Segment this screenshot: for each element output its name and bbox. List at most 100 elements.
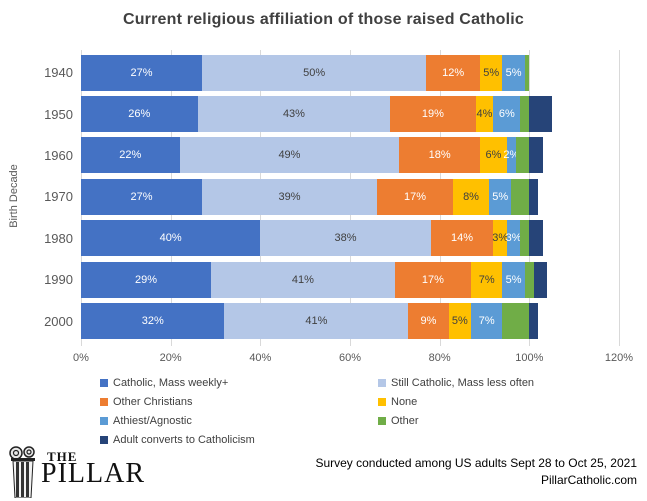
survey-note-line1: Survey conducted among US adults Sept 28…: [315, 456, 637, 470]
bar-segment: [511, 178, 530, 215]
bar-segment: 27%: [81, 54, 203, 91]
segment-label: 40%: [159, 232, 182, 245]
bar-segment: 41%: [211, 261, 395, 298]
bar-row-1980: 1980 40% 38% 14% 3% 3%: [0, 218, 619, 259]
legend-label: Athiest/Agnostic: [113, 414, 192, 427]
bar-segment: [529, 96, 552, 133]
bar-segment: 5%: [502, 261, 525, 298]
bar-row-1950: 1950 26% 43% 19% 4% 6%: [0, 93, 619, 134]
plot-area: 1940 27% 50% 12% 5% 5% 1950 26% 43% 19% 4% 6% 1960 22…: [0, 52, 619, 342]
segment-label: 43%: [282, 108, 305, 121]
legend-item: Catholic, Mass weekly+: [100, 377, 378, 389]
pillar-logo: THE PILLAR: [8, 446, 144, 501]
legend: Catholic, Mass weekly+ Still Catholic, Ma…: [100, 373, 534, 449]
x-axis-tick-label: 100%: [515, 352, 544, 364]
bar-row-1960: 1960 22% 49% 18% 6% 2%: [0, 135, 619, 176]
segment-label: 4%: [476, 108, 493, 121]
legend-marker: [378, 378, 386, 387]
x-axis-tick-label: 0%: [73, 352, 89, 364]
bar-track: 29% 41% 17% 7% 5%: [81, 261, 619, 298]
legend-item: None: [378, 396, 534, 408]
bar-track: 40% 38% 14% 3% 3%: [81, 220, 619, 257]
bar-segment: 49%: [179, 137, 400, 174]
bar-segment: 14%: [430, 220, 494, 257]
bar-segment: 7%: [471, 303, 503, 340]
bar-track: 27% 50% 12% 5% 5%: [81, 54, 619, 91]
bar-segment: 22%: [81, 137, 180, 174]
bar-segment: [502, 303, 530, 340]
bar-segment: 32%: [81, 303, 225, 340]
segment-label: 3%: [505, 232, 522, 245]
legend-label: None: [391, 395, 418, 408]
segment-label: 12%: [442, 66, 465, 79]
segment-label: 6%: [485, 149, 502, 162]
segment-label: 32%: [141, 315, 164, 328]
category-label: 1970: [44, 189, 73, 205]
bar-segment: 2%: [503, 137, 519, 174]
x-axis-tick-label: 40%: [249, 352, 272, 364]
bar-segment: 3%: [505, 220, 522, 257]
segment-label: 29%: [134, 273, 158, 286]
segment-label: 6%: [498, 108, 515, 121]
survey-note: Survey conducted among US adults Sept 28…: [315, 455, 637, 489]
x-axis-tick-label: 60%: [338, 352, 362, 364]
bar-segment: 7%: [471, 261, 503, 298]
legend-item: Athiest/Agnostic: [100, 415, 378, 427]
logo-text-pillar: PILLAR: [41, 458, 145, 489]
bar-segment: 5%: [480, 54, 503, 91]
bar-track: 26% 43% 19% 4% 6%: [81, 96, 619, 133]
bar-segment: [524, 54, 530, 91]
segment-label: 17%: [403, 190, 426, 203]
category-label: 2000: [44, 313, 73, 329]
bar-segment: 41%: [224, 303, 409, 340]
segment-label: 8%: [463, 190, 479, 203]
bar-row-1940: 1940 27% 50% 12% 5% 5%: [0, 52, 619, 93]
category-label: 1990: [44, 272, 73, 288]
legend-item: Other Christians: [100, 396, 378, 408]
segment-label: 27%: [130, 66, 153, 79]
segment-label: 17%: [421, 273, 444, 286]
legend-label: Adult converts to Catholicism: [113, 433, 255, 446]
legend-label: Other: [391, 414, 419, 427]
bar-segment: 6%: [493, 96, 521, 133]
segment-label: 38%: [334, 232, 357, 245]
bar-segment: [520, 220, 530, 257]
bar-segment: 29%: [81, 261, 212, 298]
segment-label: 5%: [483, 66, 500, 79]
legend-label: Catholic, Mass weekly+: [113, 376, 229, 389]
bar-segment: [529, 303, 539, 340]
segment-label: 22%: [119, 149, 142, 162]
x-axis-tick-label: 20%: [159, 352, 182, 364]
survey-note-line2: PillarCatholic.com: [540, 473, 637, 487]
bar-segment: [520, 96, 530, 133]
segment-label: 5%: [492, 190, 509, 203]
segment-label: 7%: [478, 315, 495, 328]
segment-label: 27%: [130, 190, 153, 203]
bar-row-1970: 1970 27% 39% 17% 8% 5%: [0, 176, 619, 217]
chart-region: 1940 27% 50% 12% 5% 5% 1950 26% 43% 19% 4% 6% 1960 22…: [0, 50, 647, 370]
segment-label: 50%: [303, 66, 326, 79]
bar-segment: 18%: [399, 137, 480, 174]
chart-title: Current religious affiliation of those r…: [122, 11, 525, 28]
bar-track: 22% 49% 18% 6% 2%: [81, 137, 619, 174]
bar-track: 27% 39% 17% 8% 5%: [81, 178, 619, 215]
legend-label: Other Christians: [113, 395, 193, 408]
segment-label: 3%: [492, 232, 509, 245]
segment-label: 41%: [305, 315, 328, 328]
bar-track: 32% 41% 9% 5% 7%: [81, 303, 619, 340]
bar-segment: 12%: [426, 54, 480, 91]
legend-label: Still Catholic, Mass less often: [391, 376, 535, 389]
bar-segment: 26%: [81, 96, 198, 133]
bar-segment: 5%: [502, 54, 525, 91]
legend-item: Adult converts to Catholicism: [100, 434, 378, 446]
x-axis-tick-label: 80%: [428, 352, 451, 364]
bar-segment: 5%: [488, 178, 512, 215]
bar-segment: [524, 261, 534, 298]
segment-label: 26%: [128, 108, 151, 121]
bar-segment: 3%: [492, 220, 509, 257]
segment-label: 5%: [451, 315, 468, 328]
bar-segment: 4%: [475, 96, 494, 133]
pillar-column-icon: [8, 446, 42, 501]
legend-item: Other: [378, 415, 534, 427]
